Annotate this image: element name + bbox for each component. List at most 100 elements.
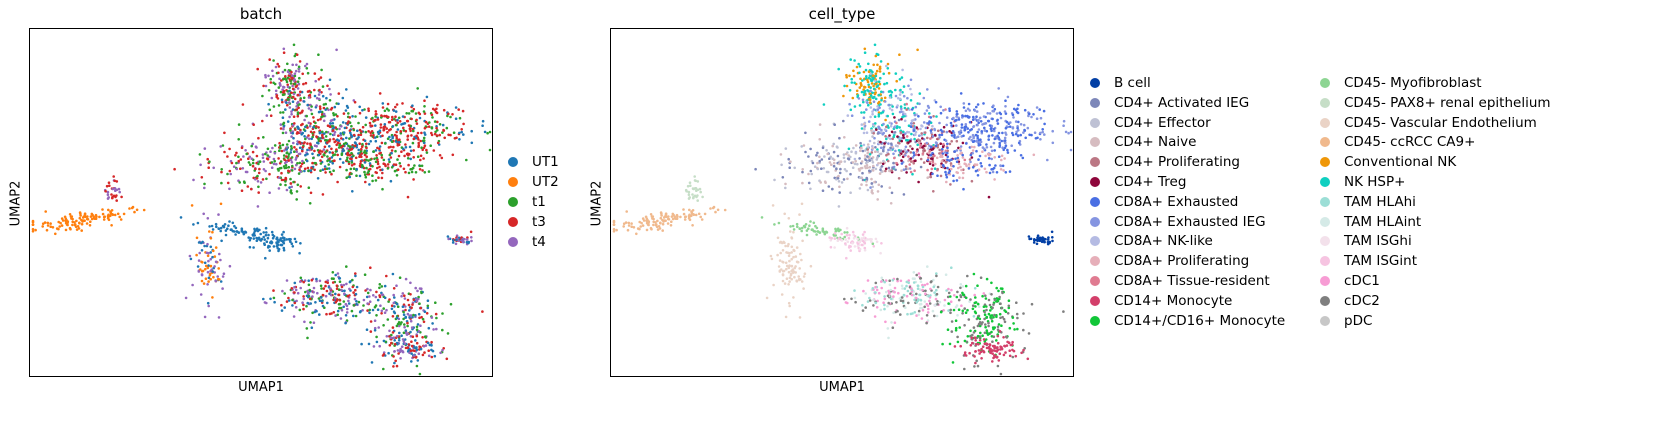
legend-item: CD4+ Naive [1090,132,1196,152]
scatter-point [348,287,351,291]
scatter-point [983,317,986,321]
scatter-point [913,126,916,130]
scatter-point [306,126,309,129]
scatter-point [1011,340,1014,344]
scatter-point [999,302,1002,306]
scatter-point [872,63,875,67]
scatter-point [829,239,833,242]
scatter-point [878,106,881,110]
scatter-point [435,316,438,320]
scatter-point [277,65,281,68]
scatter-point [272,105,276,108]
scatter-point [365,142,368,146]
scatter-point [1016,134,1020,137]
scatter-point [905,135,909,138]
scatter-point [853,296,857,300]
scatter-point [853,81,856,85]
scatter-point [876,198,879,201]
scatter-point [295,198,299,201]
scatter-point [888,96,892,99]
scatter-point [294,306,298,309]
scatter-point [383,109,387,113]
scatter-point [307,134,310,137]
scatter-point [973,163,977,166]
scatter-point [907,84,910,88]
scatter-point [925,321,928,325]
scatter-point [312,116,315,119]
scatter-point [860,183,863,186]
scatter-point [395,364,399,368]
scatter-point [839,160,843,164]
scatter-point [300,162,304,166]
scatter-point [864,68,868,72]
scatter-point [854,300,857,304]
scatter-point [409,168,412,171]
scatter-point [939,105,942,109]
scatter-point [423,133,427,136]
scatter-point [974,342,978,346]
scatter-point [311,161,314,165]
scatter-point [1022,131,1025,134]
scatter-point [272,59,275,62]
scatter-point [827,185,831,188]
scatter-point [296,93,300,97]
scatter-point [226,227,229,230]
scatter-point [351,115,354,118]
scatter-point [1004,141,1007,145]
scatter-point [352,291,355,294]
scatter-point [316,177,320,180]
scatter-point [942,125,946,129]
scatter-point [290,185,294,189]
scatter-point [895,161,898,165]
scatter-point [815,233,818,236]
scatter-point [941,152,945,155]
scatter-point [219,202,223,206]
scatter-point [287,165,291,169]
scatter-point [395,174,399,177]
scatter-point [393,339,397,342]
scatter-point [858,71,861,75]
scatter-point [962,134,965,138]
scatter-point [919,143,922,147]
cell-type-legend: B cell CD4+ Activated IEG CD4+ Effector CD4… [1090,73,1560,335]
scatter-point [1033,239,1036,242]
scatter-point [317,78,321,81]
scatter-point [900,284,904,288]
scatter-point [371,174,374,177]
scatter-point [936,174,939,177]
scatter-point [978,154,982,158]
scatter-point [1001,131,1004,135]
scatter-point [832,164,836,168]
scatter-point [282,248,286,252]
scatter-point [858,104,862,107]
scatter-point [905,102,908,106]
scatter-point [902,136,905,139]
scatter-point [394,163,398,166]
scatter-point [57,220,60,224]
scatter-point [935,288,938,292]
scatter-point [959,152,962,155]
scatter-point [953,294,956,297]
scatter-point [785,264,789,268]
scatter-point [409,281,412,285]
scatter-point [259,181,263,184]
scatter-point [306,142,309,145]
scatter-point [802,275,806,278]
legend-label: TAM ISGint [1344,253,1417,270]
scatter-point [964,109,968,113]
scatter-point [378,129,382,132]
scatter-point [886,327,890,330]
scatter-point [204,264,208,268]
scatter-point [888,186,892,189]
scatter-point [368,121,372,125]
legend-item: B cell [1090,73,1151,93]
scatter-point [306,71,310,75]
scatter-point [863,154,867,157]
scatter-point [831,144,834,148]
scatter-point [973,287,977,290]
scatter-point [930,157,933,160]
scatter-point [418,372,422,376]
scatter-point [993,156,996,159]
scatter-point [313,72,317,75]
scatter-point [366,171,370,174]
